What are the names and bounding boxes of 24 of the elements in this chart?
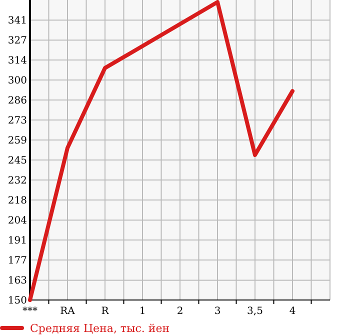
x-tick-label: 3,5	[247, 306, 263, 317]
y-tick-label: 177	[8, 256, 27, 267]
legend-label: Средняя Цена, тыс. йен	[30, 322, 170, 335]
y-tick-label: 259	[8, 136, 27, 147]
y-tick-label: 232	[8, 176, 27, 187]
x-tick-label: R	[101, 306, 110, 317]
x-tick-label: ***	[22, 306, 38, 317]
x-tick-label: 3	[214, 306, 221, 317]
y-tick-label: 218	[8, 196, 27, 207]
y-tick-label: 273	[8, 116, 27, 127]
y-tick-label: 163	[8, 276, 27, 287]
y-tick-label: 245	[8, 156, 27, 167]
y-tick-label: 341	[8, 16, 27, 27]
y-tick-label: 314	[8, 56, 27, 67]
y-tick-label: 150	[8, 296, 27, 306]
x-tick-label: 1	[139, 306, 146, 317]
x-tick-label: RA	[60, 306, 76, 317]
y-tick-label: 204	[8, 216, 27, 227]
x-tick-label: 4	[289, 306, 296, 317]
y-tick-label: 286	[8, 96, 27, 107]
y-tick-label: 300	[8, 76, 27, 87]
y-tick-label: 191	[8, 236, 27, 247]
x-tick-label: 2	[176, 306, 184, 317]
y-tick-label: 327	[8, 36, 27, 47]
